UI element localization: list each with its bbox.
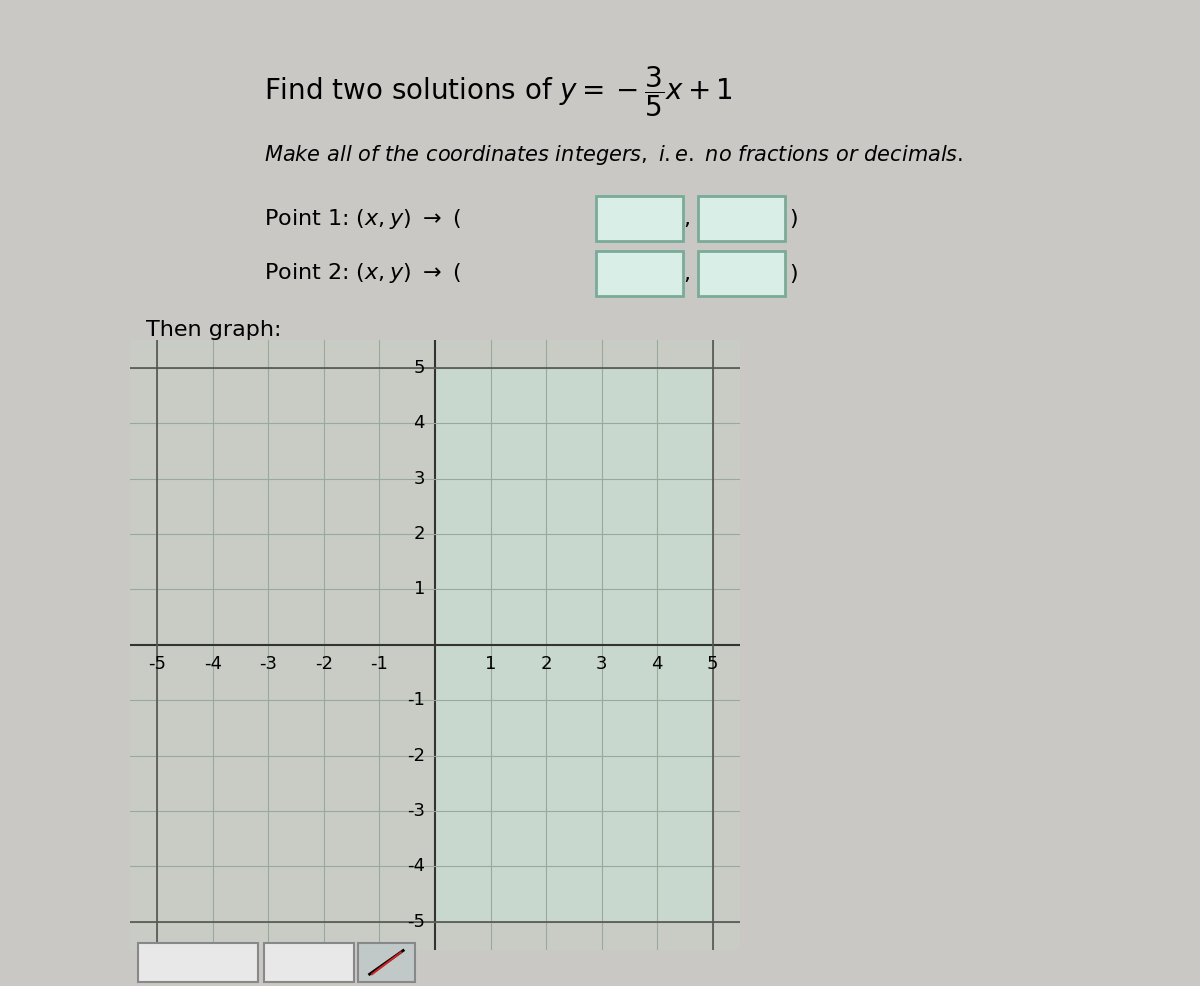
Text: 2: 2 bbox=[414, 526, 425, 543]
Bar bbox=[436, 368, 713, 922]
Text: Find two solutions of $y = -\dfrac{3}{5}x + 1$: Find two solutions of $y = -\dfrac{3}{5}… bbox=[264, 64, 733, 118]
FancyBboxPatch shape bbox=[138, 943, 258, 982]
Text: 5: 5 bbox=[707, 655, 719, 672]
Text: ): ) bbox=[790, 264, 798, 284]
Text: Point 2: $(x, y)$ $\rightarrow$ (: Point 2: $(x, y)$ $\rightarrow$ ( bbox=[264, 261, 461, 285]
Text: ): ) bbox=[790, 209, 798, 229]
Text: 1: 1 bbox=[414, 581, 425, 599]
Text: $\mathit{Make\ all\ of\ the\ coordinates\ integers,\ i.e.\ no\ fractions\ or\ de: $\mathit{Make\ all\ of\ the\ coordinates… bbox=[264, 143, 964, 167]
Text: 2: 2 bbox=[540, 655, 552, 672]
Text: -4: -4 bbox=[407, 858, 425, 876]
Text: -5: -5 bbox=[407, 913, 425, 931]
FancyBboxPatch shape bbox=[596, 251, 683, 296]
Text: 3: 3 bbox=[596, 655, 607, 672]
Text: -2: -2 bbox=[314, 655, 332, 672]
Text: Clear All: Clear All bbox=[160, 953, 236, 971]
Text: Point 1: $(x, y)$ $\rightarrow$ (: Point 1: $(x, y)$ $\rightarrow$ ( bbox=[264, 207, 461, 231]
Text: -5: -5 bbox=[149, 655, 167, 672]
Text: -2: -2 bbox=[407, 746, 425, 764]
Text: -1: -1 bbox=[371, 655, 389, 672]
FancyBboxPatch shape bbox=[698, 196, 785, 241]
Text: -3: -3 bbox=[407, 802, 425, 820]
FancyBboxPatch shape bbox=[264, 943, 354, 982]
Text: Draw:: Draw: bbox=[280, 953, 332, 971]
FancyBboxPatch shape bbox=[698, 251, 785, 296]
Text: -4: -4 bbox=[204, 655, 222, 672]
Text: 4: 4 bbox=[652, 655, 662, 672]
Text: ,: , bbox=[683, 209, 690, 229]
Text: 1: 1 bbox=[485, 655, 497, 672]
FancyBboxPatch shape bbox=[596, 196, 683, 241]
Text: 3: 3 bbox=[414, 469, 425, 488]
Text: 4: 4 bbox=[414, 414, 425, 432]
Text: -1: -1 bbox=[407, 691, 425, 709]
Text: Then graph:: Then graph: bbox=[146, 320, 282, 340]
Text: -3: -3 bbox=[259, 655, 277, 672]
Text: 5: 5 bbox=[414, 359, 425, 377]
Text: ,: , bbox=[683, 264, 690, 284]
FancyBboxPatch shape bbox=[358, 943, 415, 982]
